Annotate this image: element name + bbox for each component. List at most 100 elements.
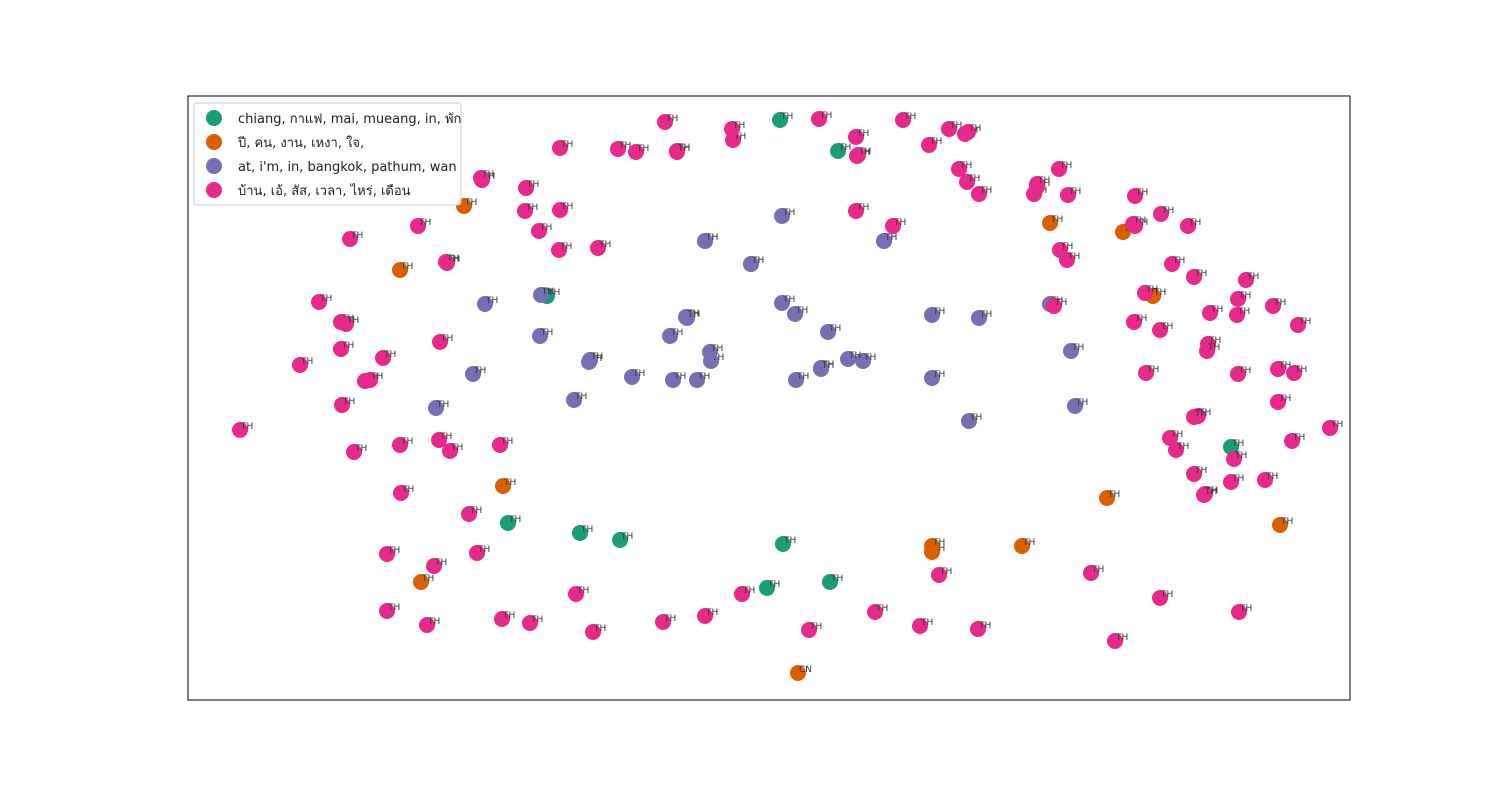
data-point	[1231, 604, 1247, 620]
data-point	[392, 437, 408, 453]
point-label: TH	[593, 624, 606, 634]
legend-label: chiang, กาแฟ, mai, mueang, in, พัก	[238, 112, 461, 127]
point-label: TH	[539, 223, 552, 233]
point-label: TH	[673, 372, 686, 382]
data-point	[1051, 161, 1067, 177]
point-label: TH	[949, 121, 962, 131]
data-point	[1257, 472, 1273, 488]
data-point	[1152, 590, 1168, 606]
data-point	[517, 203, 533, 219]
data-point	[379, 546, 395, 562]
point-label: TH	[439, 432, 452, 442]
point-label: TH	[354, 444, 367, 454]
data-point	[1223, 474, 1239, 490]
point-label: TH	[400, 262, 413, 272]
data-point	[442, 443, 458, 459]
data-point	[662, 328, 678, 344]
point-label: TH	[421, 574, 434, 584]
point-label: TH	[547, 288, 560, 298]
data-point	[477, 296, 493, 312]
data-point	[1272, 517, 1288, 533]
point-label: TH	[526, 180, 539, 190]
data-point	[775, 536, 791, 552]
point-label: TH	[687, 310, 700, 320]
data-point	[362, 372, 378, 388]
data-point	[931, 567, 947, 583]
data-point	[822, 574, 838, 590]
legend-marker	[206, 134, 222, 150]
data-point	[724, 121, 740, 137]
data-point	[848, 129, 864, 145]
data-point	[655, 614, 671, 630]
data-point	[759, 580, 775, 596]
point-label: TH	[300, 357, 313, 367]
point-label: TH	[598, 240, 611, 250]
data-point	[1270, 361, 1286, 377]
point-label: TH	[1194, 466, 1207, 476]
point-label: TH	[1170, 430, 1183, 440]
data-point	[1125, 216, 1141, 232]
point-label: TH	[418, 218, 431, 228]
point-label: TH	[1207, 343, 1220, 353]
data-point	[774, 208, 790, 224]
point-label: TH	[502, 611, 515, 621]
point-label: TH	[903, 112, 916, 122]
data-point	[628, 144, 644, 160]
data-point	[1199, 343, 1215, 359]
data-point	[426, 558, 442, 574]
point-label: TH	[967, 174, 980, 184]
data-point	[669, 144, 685, 160]
data-point	[624, 369, 640, 385]
point-label: TH	[400, 437, 413, 447]
point-label: TH	[979, 310, 992, 320]
point-label: TH	[1067, 252, 1080, 262]
point-label: TH	[929, 137, 942, 147]
data-point	[1223, 439, 1239, 455]
data-point	[413, 574, 429, 590]
point-label: TH	[663, 614, 676, 624]
data-point	[959, 174, 975, 190]
data-point	[830, 143, 846, 159]
point-label: TH	[576, 586, 589, 596]
legend-box	[193, 102, 462, 206]
point-label: TH	[580, 525, 593, 535]
point-label: TH	[1068, 187, 1081, 197]
point-label: TH	[436, 400, 449, 410]
data-point	[787, 306, 803, 322]
data-point	[428, 400, 444, 416]
point-label: TH	[387, 546, 400, 556]
data-point	[492, 437, 508, 453]
data-point	[311, 294, 327, 310]
data-point	[850, 147, 866, 163]
legend-label: at, i'm, in, bangkok, pathum, wan	[238, 160, 457, 175]
point-label: TH	[1280, 517, 1293, 527]
data-point	[473, 170, 489, 186]
point-label: TH	[590, 352, 603, 362]
point-label: TH	[481, 170, 494, 180]
data-point	[820, 324, 836, 340]
legend: chiang, กาแฟ, mai, mueang, in, พักปี, คน…	[193, 102, 462, 206]
point-label: TH	[932, 538, 945, 548]
data-point	[518, 180, 534, 196]
point-label: TH	[1188, 218, 1201, 228]
point-label: TH	[525, 203, 538, 213]
point-label: TH	[665, 114, 678, 124]
point-label: TH	[711, 353, 724, 363]
point-label: TH	[1091, 565, 1104, 575]
data-point	[1046, 298, 1062, 314]
data-point	[1229, 307, 1245, 323]
data-point	[1286, 365, 1302, 381]
point-label: TH	[830, 574, 843, 584]
point-label: TH	[856, 203, 869, 213]
data-point	[438, 254, 454, 270]
point-label: TH	[697, 372, 710, 382]
data-point	[232, 422, 248, 438]
data-point	[379, 603, 395, 619]
point-label: TH	[1278, 361, 1291, 371]
data-point	[552, 140, 568, 156]
point-label: TH	[783, 536, 796, 546]
point-label: TH	[1145, 285, 1158, 295]
data-point	[951, 161, 967, 177]
point-label: TH	[1146, 365, 1159, 375]
data-point	[941, 121, 957, 137]
